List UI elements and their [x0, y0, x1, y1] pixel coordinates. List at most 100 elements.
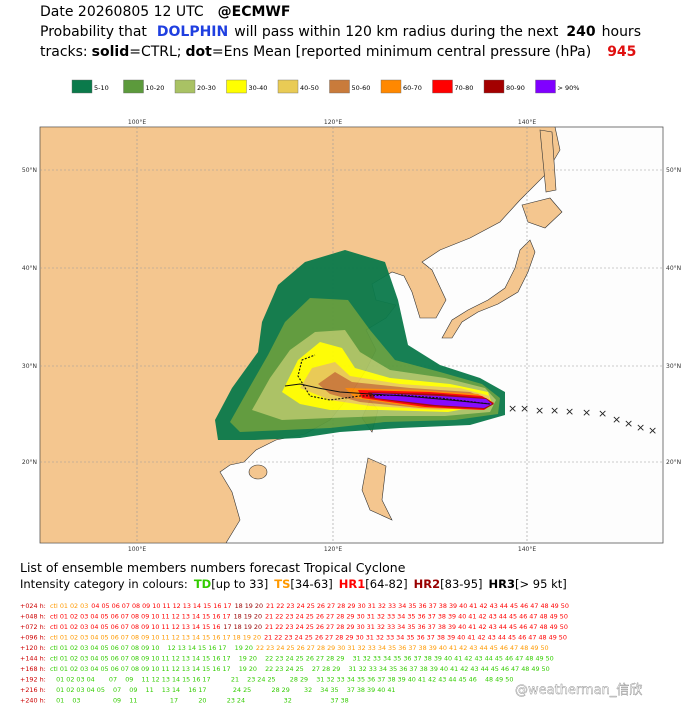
lat-label: 20°N [666, 459, 681, 466]
member-group: 22 23 24 25 26 27 28 29 30 31 32 33 34 3… [256, 644, 549, 652]
lat-label: 30°N [22, 363, 37, 370]
legend-swatch [226, 79, 247, 94]
member-list: ctl 01 02 03 04 05 06 07 08 09 10 11 12 … [50, 613, 568, 621]
member-group: ctl 01 02 03 04 05 06 07 08 09 10 11 12 … [50, 634, 261, 642]
storm-name: DOLPHIN [157, 24, 228, 40]
lat-label: 30°N [666, 363, 681, 370]
svg-text:×: × [535, 404, 544, 417]
member-group: 18 19 20 [235, 602, 263, 610]
category-code: HR3 [489, 577, 515, 591]
track-crosses: × × × × × × × × × × × [508, 402, 657, 437]
member-group: 21 22 23 24 25 26 27 28 29 30 31 32 33 3… [265, 623, 568, 631]
lon-label: 100°E [128, 546, 146, 553]
date: Date 20260805 12 UTC [40, 4, 204, 20]
legend-label: 50-60 [352, 84, 371, 92]
text: tracks: [40, 44, 88, 60]
svg-text:×: × [624, 417, 633, 430]
sakhalin [539, 129, 557, 193]
lat-label: 40°N [666, 265, 681, 272]
lon-label: 140°E [518, 119, 536, 126]
lead-time: +048 h: [20, 613, 46, 621]
lon-label: 140°E [518, 546, 536, 553]
member-group: 21 22 23 24 25 26 27 28 29 30 31 32 33 3… [264, 634, 567, 642]
lon-label: 120°E [324, 119, 342, 126]
legend-swatch [174, 79, 196, 94]
svg-text:×: × [565, 405, 574, 418]
tracks: × × × × × × × × × × × [284, 354, 657, 437]
legend-swatch [71, 79, 93, 94]
legend-swatch [329, 79, 350, 94]
legend-label: 20-30 [197, 84, 216, 92]
legend: 5-10 10-20 20-30 30-40 40-50 50-60 60-70 70-80 8… [71, 79, 580, 94]
lead-time: +024 h: [20, 602, 46, 610]
member-group: ctl 01 02 03 04 05 06 07 08 09 10 11 12 … [50, 623, 220, 631]
header-line-3: tracks: solid=CTRL; dot=Ens Mean [reported… [40, 44, 636, 60]
category-range: [34-63] [290, 577, 332, 591]
svg-text:×: × [636, 421, 645, 434]
svg-text:×: × [648, 424, 657, 437]
member-group: ctl 01 02 03 04 05 06 07 08 09 10 11 12 … [50, 655, 554, 663]
pressure: 945 [607, 44, 636, 60]
legend-swatch [123, 79, 144, 94]
member-group: 04 05 06 07 08 09 10 11 12 13 14 15 16 1… [91, 602, 231, 610]
category-code: TS [274, 577, 290, 591]
member-group: 17 18 19 20 [223, 623, 262, 631]
member-list: 01 02 03 04 07 09 11 12 13 14 15 16 17 2… [50, 676, 513, 684]
member-list: ctl 01 02 03 04 05 06 07 08 09 10 11 12 … [50, 634, 567, 642]
text: =CTRL; [129, 44, 181, 60]
member-group: 01 02 03 04 07 09 11 12 13 14 15 16 17 2… [50, 676, 513, 684]
watermark: @weatherman_信欣 [515, 683, 642, 698]
legend-label: > 90% [558, 84, 580, 92]
svg-text:×: × [612, 413, 621, 426]
member-list: ctl 01 02 03 04 05 06 07 08 09 10 11 12 1… [50, 602, 569, 610]
member-list: ctl 01 02 03 04 05 06 07 08 09 10 11 12 … [50, 655, 554, 663]
member-list: ctl 01 02 03 04 05 06 07 08 09 10 11 12 … [50, 665, 550, 673]
lead-time: +096 h: [20, 634, 46, 642]
header-line-1: Date 20260805 12 UTC @ECMWF [40, 4, 290, 20]
text: dot [186, 44, 213, 60]
svg-text:×: × [582, 406, 591, 419]
legend-label: 5-10 [94, 84, 109, 92]
member-group: 21 22 23 24 25 26 27 28 29 30 31 32 33 3… [266, 602, 569, 610]
member-group: ctl 01 02 03 04 05 06 07 08 09 10 11 12 … [50, 613, 231, 621]
text: Intensity category in colours: [20, 577, 188, 591]
lon-label: 100°E [128, 119, 146, 126]
hours: 240 [566, 24, 595, 40]
lead-time: +120 h: [20, 644, 46, 652]
legend-swatch [483, 79, 505, 94]
lead-time: +144 h: [20, 655, 46, 663]
category-code: HR1 [339, 577, 365, 591]
hainan [248, 464, 268, 480]
member-group: 21 22 23 24 25 26 27 28 29 30 31 32 33 3… [265, 613, 568, 621]
intensity-legend: Intensity category in colours: TD[up to 3… [20, 577, 567, 591]
ens-mean-track [297, 354, 491, 405]
legend-swatch [277, 79, 299, 94]
member-group: ctl 01 02 03 04 05 06 07 08 09 10 11 12 … [50, 665, 550, 673]
lat-label: 40°N [22, 265, 37, 272]
lat-label: 50°N [666, 167, 681, 174]
legend-label: 70-80 [455, 84, 474, 92]
text: solid [92, 44, 130, 60]
category-range: [83-95] [440, 577, 482, 591]
lead-time: +168 h: [20, 665, 46, 673]
category-range: [up to 33] [211, 577, 268, 591]
source: @ECMWF [218, 4, 291, 20]
text: Probability that [40, 24, 147, 40]
member-list: ctl 01 02 03 04 05 06 07 08 09 10 11 12 … [50, 623, 568, 631]
lead-time: +240 h: [20, 697, 46, 705]
legend-label: 10-20 [146, 84, 165, 92]
legend-label: 40-50 [300, 84, 319, 92]
category-range: [64-82] [365, 577, 407, 591]
luzon [361, 457, 393, 521]
svg-text:×: × [550, 404, 559, 417]
text: hours [602, 24, 641, 40]
category-code: TD [194, 577, 211, 591]
lead-time: +072 h: [20, 623, 46, 631]
header-line-2: Probability that DOLPHIN will pass within … [40, 24, 641, 40]
member-group: ctl 01 02 03 [50, 602, 88, 610]
legend-label: 30-40 [249, 84, 268, 92]
members-title: List of ensemble members numbers forecas… [20, 560, 406, 575]
member-list: 01 02 03 04 05 07 09 11 13 14 16 17 24 2… [50, 686, 396, 694]
map: × × × × × × × × × × × 100°E100°E120°E120°E140°E140… [22, 119, 681, 553]
